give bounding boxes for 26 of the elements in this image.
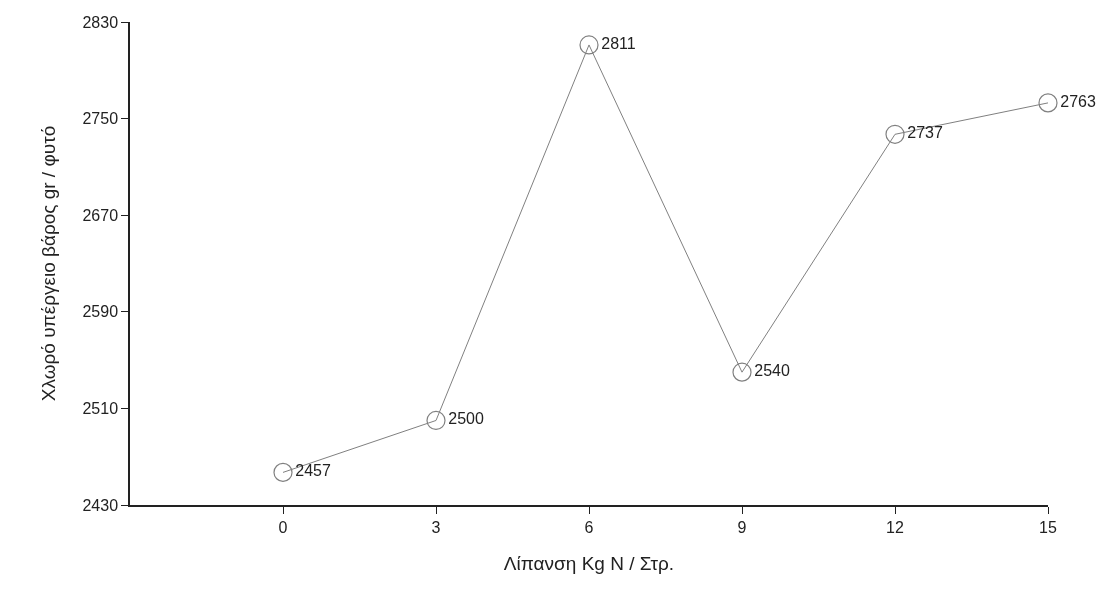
point [426, 410, 446, 431]
data-label: 2540 [754, 362, 790, 380]
y-tick-label: 2670 [82, 206, 119, 224]
data-label: 2500 [448, 410, 484, 428]
point [885, 124, 905, 144]
x-tick-label: 9 [737, 518, 747, 536]
x-axis-title: Λίπανση Kg N / Στρ. [503, 553, 675, 575]
data-label: 2811 [601, 34, 636, 52]
x-tick-label: 6 [584, 518, 594, 536]
y-tick-label: 2750 [82, 110, 119, 128]
data-label: 2457 [295, 462, 331, 480]
point [732, 362, 752, 382]
y-axis-title: Χλωρό υπέργειο βάρος gr / φυτό [37, 125, 59, 402]
y-tick-label: 2430 [82, 496, 119, 514]
x-tick-label: 0 [278, 518, 288, 536]
point [273, 462, 293, 482]
point [579, 35, 599, 55]
x-tick-label: 15 [1039, 518, 1057, 536]
y-tick-label: 2590 [82, 303, 119, 321]
x-tick-label: 12 [886, 518, 904, 536]
data-label: 2763 [1060, 92, 1096, 110]
y-tick-label: 2510 [82, 400, 119, 417]
point [1038, 93, 1058, 113]
data-label: 2737 [907, 124, 943, 142]
y-tick-label: 2830 [82, 13, 119, 31]
x-tick-label: 3 [431, 518, 441, 536]
